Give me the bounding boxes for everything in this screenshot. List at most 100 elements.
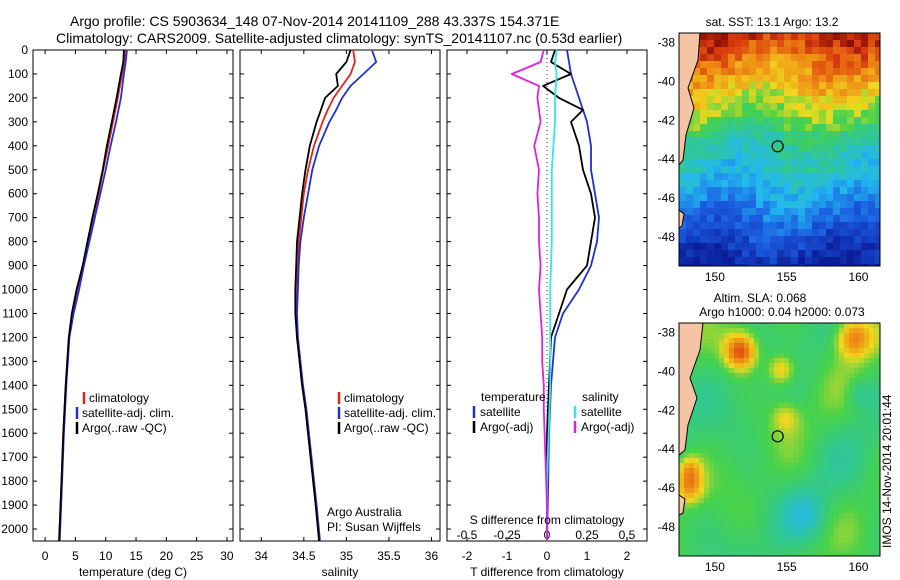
heatmap-cell — [859, 453, 865, 459]
heatmap-cell — [764, 413, 770, 419]
heatmap-cell — [744, 443, 750, 449]
heatmap-cell — [734, 328, 740, 334]
heatmap-cell — [734, 388, 740, 394]
heatmap-cell — [861, 229, 869, 237]
heatmap-cell — [826, 215, 834, 223]
heatmap-cell — [744, 403, 750, 409]
heatmap-cell — [707, 152, 715, 160]
heatmap-cell — [791, 82, 799, 90]
heatmap-cell — [874, 548, 880, 554]
heatmap-cell — [714, 250, 722, 258]
heatmap-cell — [819, 523, 825, 529]
heatmap-cell — [739, 538, 745, 544]
heatmap-cell — [812, 131, 820, 139]
heatmap-cell — [840, 187, 848, 195]
heatmap-cell — [749, 543, 755, 549]
heatmap-cell — [799, 338, 805, 344]
heatmap-cell — [742, 75, 750, 83]
heatmap-cell — [734, 468, 740, 474]
heatmap-cell — [874, 448, 880, 454]
heatmap-cell — [874, 478, 880, 484]
heatmap-cell — [859, 438, 865, 444]
heatmap-cell — [839, 413, 845, 419]
heatmap-cell — [709, 333, 715, 339]
heatmap-cell — [799, 518, 805, 524]
heatmap-cell — [839, 533, 845, 539]
heatmap-cell — [721, 61, 729, 69]
heatmap-cell — [769, 368, 775, 374]
heatmap-cell — [791, 159, 799, 167]
heatmap-cell — [693, 222, 701, 230]
heatmap-cell — [779, 328, 785, 334]
heatmap-cell — [769, 443, 775, 449]
heatmap-cell — [719, 438, 725, 444]
salinity-legend: climatology satellite-adj. clim. Argo(..… — [337, 391, 436, 435]
map-y-tick-label: -48 — [658, 520, 676, 534]
heatmap-cell — [719, 488, 725, 494]
heatmap-cell — [769, 403, 775, 409]
heatmap-cell — [847, 110, 855, 118]
heatmap-cell — [819, 323, 825, 329]
heatmap-cell — [834, 463, 840, 469]
heatmap-cell — [700, 215, 708, 223]
heatmap-cell — [859, 358, 865, 364]
heatmap-cell — [679, 473, 685, 479]
heatmap-cell — [774, 473, 780, 479]
figure-title-line1: Argo profile: CS 5903634_148 07-Nov-2014… — [70, 13, 559, 29]
heatmap-cell — [869, 323, 875, 329]
heatmap-cell — [749, 68, 757, 76]
heatmap-cell — [824, 328, 830, 334]
heatmap-cell — [774, 338, 780, 344]
heatmap-cell — [689, 553, 695, 556]
heatmap-cell — [824, 458, 830, 464]
heatmap-cell — [769, 453, 775, 459]
heatmap-cell — [784, 513, 790, 519]
heatmap-cell — [777, 33, 785, 41]
heatmap-cell — [724, 383, 730, 389]
heatmap-cell — [839, 453, 845, 459]
heatmap-cell — [770, 229, 778, 237]
heatmap-cell — [859, 418, 865, 424]
heatmap-cell — [874, 413, 880, 419]
heatmap-cell — [854, 468, 860, 474]
heatmap-cell — [734, 448, 740, 454]
heatmap-cell — [759, 478, 765, 484]
heatmap-cell — [789, 453, 795, 459]
heatmap-cell — [769, 518, 775, 524]
heatmap-cell — [777, 243, 785, 251]
heatmap-cell — [699, 443, 705, 449]
heatmap-cell — [864, 343, 870, 349]
heatmap-cell — [779, 478, 785, 484]
heatmap-cell — [724, 528, 730, 534]
heatmap-cell — [849, 493, 855, 499]
heatmap-cell — [763, 187, 771, 195]
heatmap-cell — [799, 373, 805, 379]
heatmap-cell — [854, 194, 862, 202]
heatmap-cell — [798, 264, 806, 266]
heatmap-cell — [729, 453, 735, 459]
heatmap-cell — [804, 518, 810, 524]
heatmap-cell — [875, 117, 880, 125]
heatmap-cell — [874, 433, 880, 439]
heatmap-cell — [840, 152, 848, 160]
heatmap-cell — [789, 433, 795, 439]
heatmap-cell — [744, 528, 750, 534]
heatmap-cell — [847, 159, 855, 167]
heatmap-cell — [724, 543, 730, 549]
heatmap-cell — [794, 373, 800, 379]
heatmap-cell — [724, 488, 730, 494]
heatmap-cell — [839, 488, 845, 494]
heatmap-cell — [749, 548, 755, 554]
heatmap-cell — [728, 103, 736, 111]
heatmap-cell — [724, 403, 730, 409]
heatmap-cell — [799, 408, 805, 414]
heatmap-cell — [869, 408, 875, 414]
heatmap-cell — [791, 152, 799, 160]
heatmap-cell — [759, 488, 765, 494]
heatmap-cell — [859, 393, 865, 399]
heatmap-cell — [769, 363, 775, 369]
heatmap-cell — [744, 448, 750, 454]
heatmap-cell — [734, 478, 740, 484]
heatmap-cell — [714, 418, 720, 424]
heatmap-cell — [700, 187, 708, 195]
